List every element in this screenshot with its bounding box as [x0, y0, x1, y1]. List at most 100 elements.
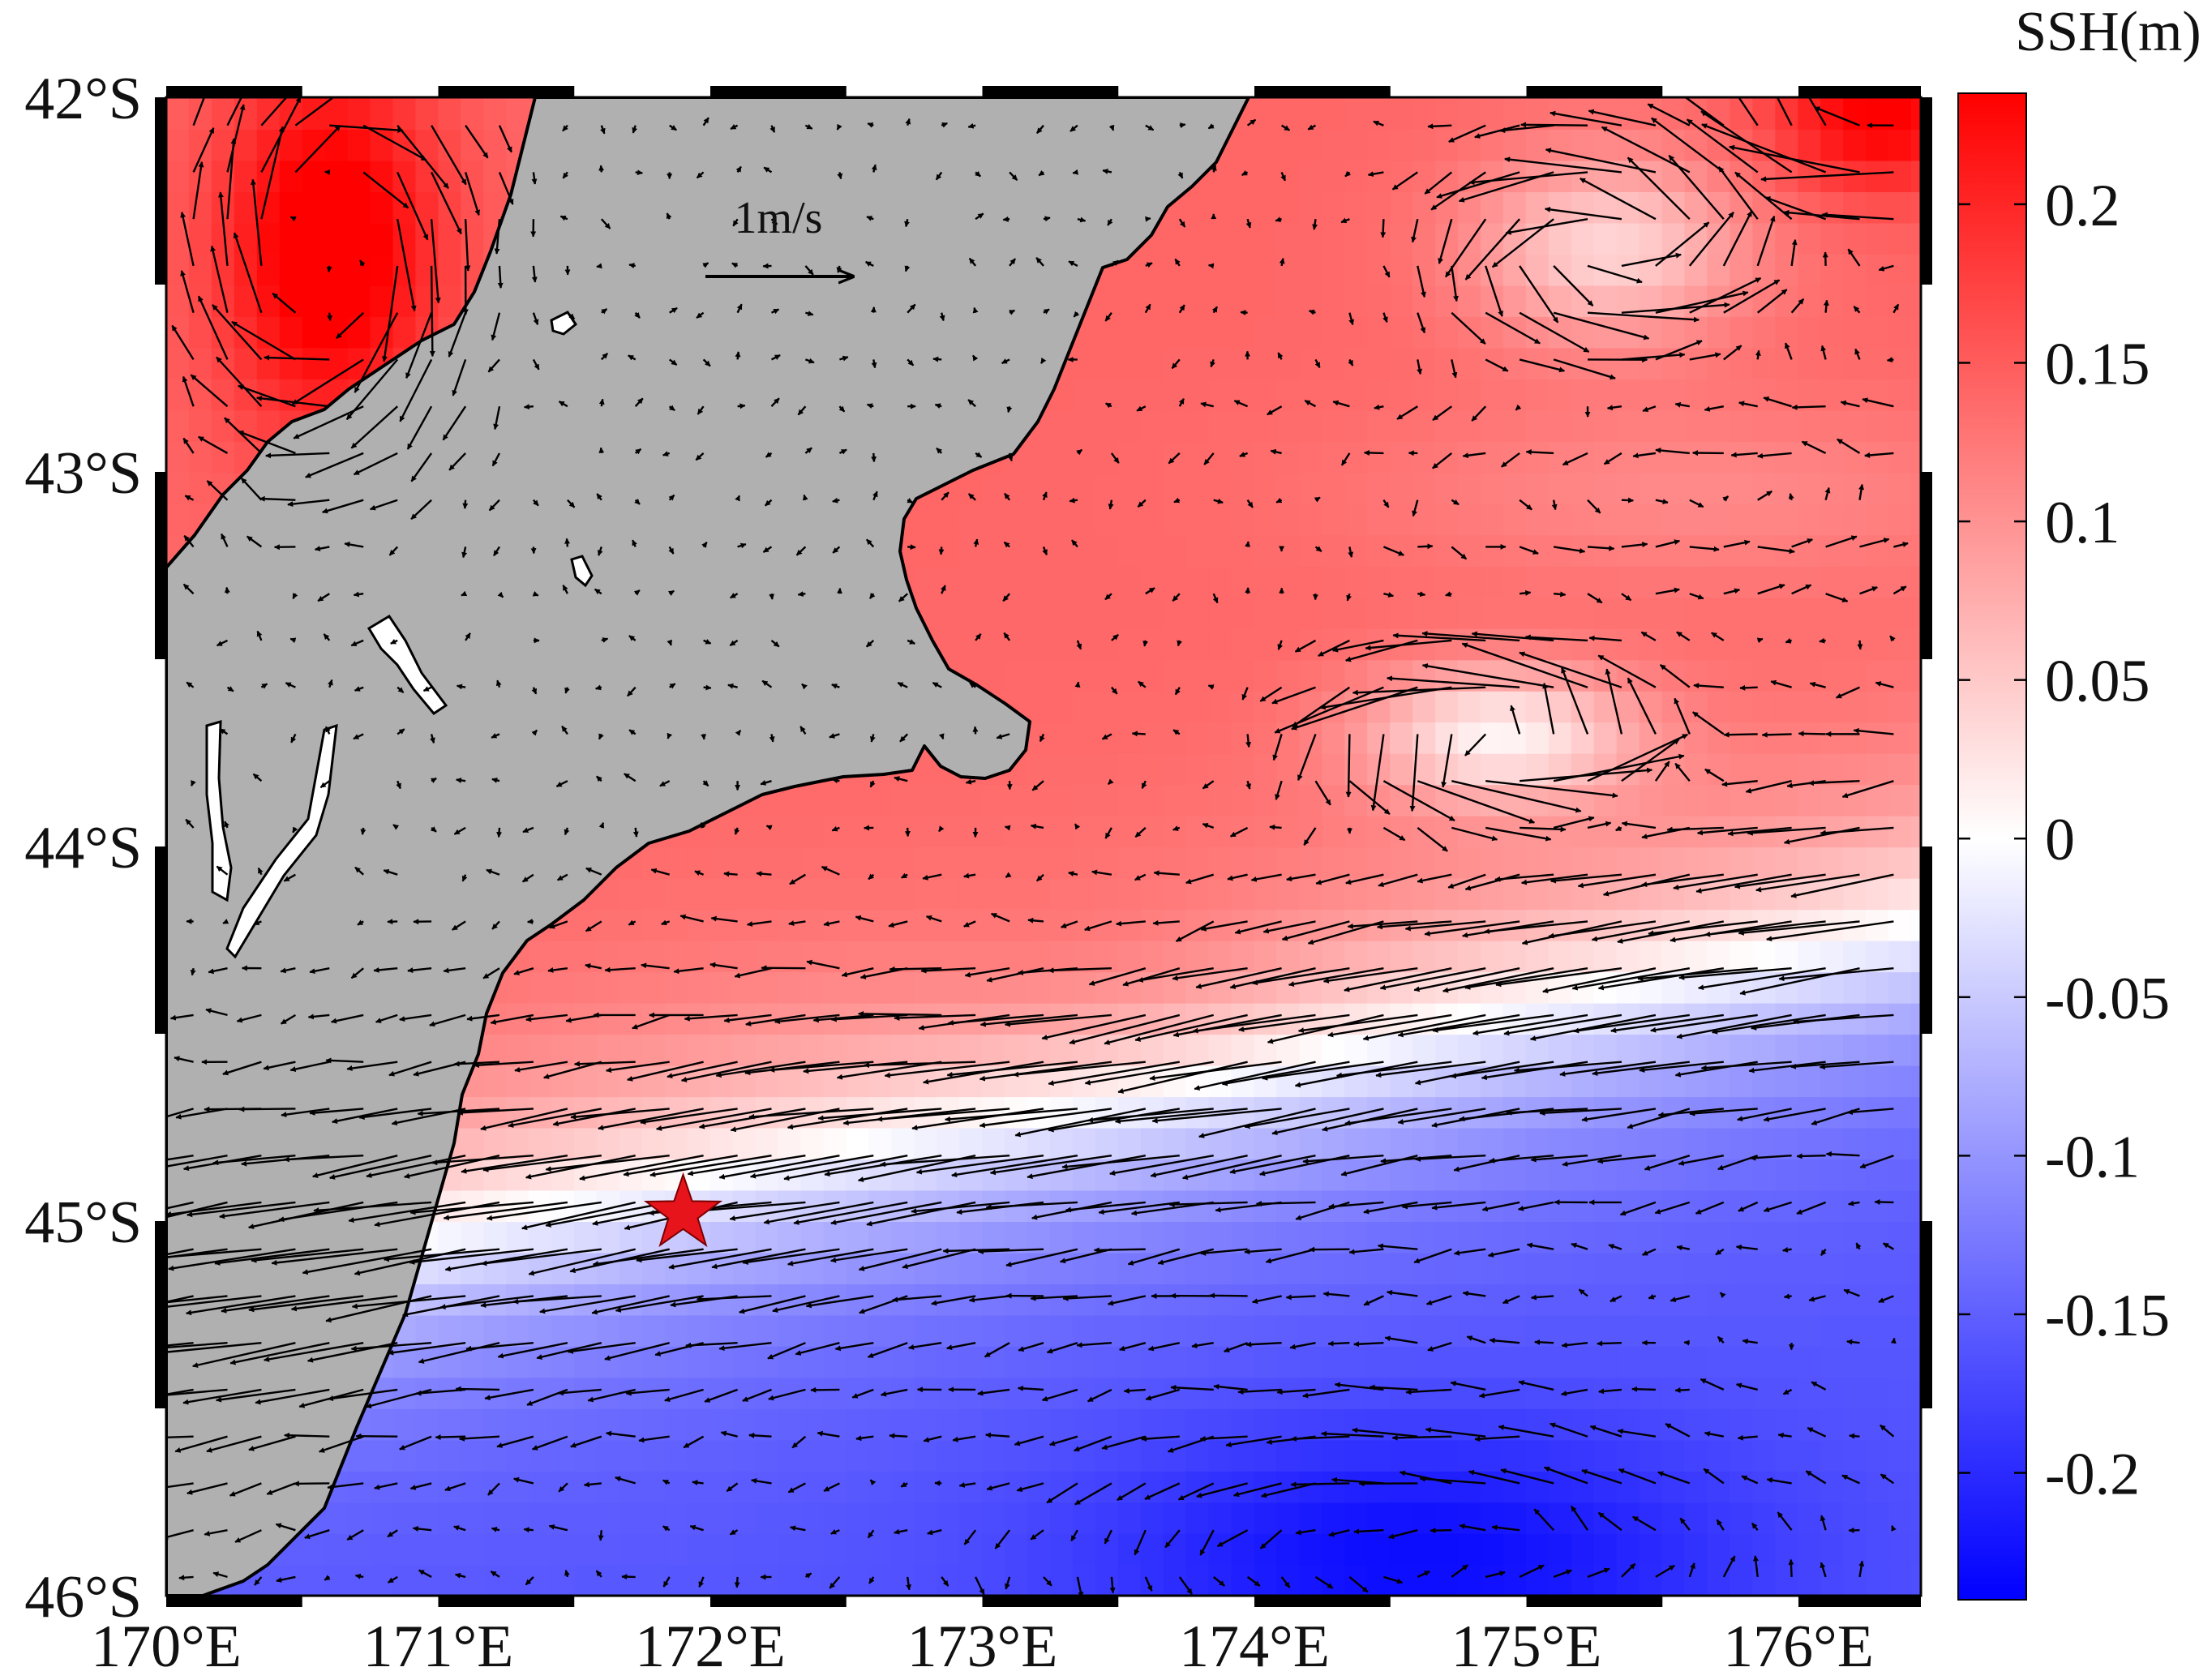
ssh-cell: [1140, 97, 1164, 99]
ssh-cell: [1593, 379, 1618, 411]
ssh-cell: [1458, 1221, 1481, 1254]
ssh-cell: [1208, 752, 1232, 786]
ssh-cell: [1117, 441, 1142, 474]
ssh-cell: [1502, 722, 1527, 754]
ssh-cell: [664, 909, 688, 941]
ssh-cell: [461, 1252, 484, 1284]
ssh-cell: [1684, 597, 1708, 629]
ssh-cell: [1820, 784, 1844, 816]
ssh-cell: [868, 784, 893, 816]
ssh-cell: [1185, 504, 1210, 536]
ssh-cell: [891, 1377, 915, 1409]
ssh-cell: [1707, 1346, 1731, 1378]
ssh-cell: [1458, 940, 1481, 973]
ssh-cell: [1571, 566, 1595, 598]
ssh-cell: [1458, 1284, 1481, 1316]
ssh-cell: [619, 1502, 643, 1534]
ssh-cell: [1276, 316, 1301, 349]
ssh-cell: [755, 815, 779, 848]
ssh-cell: [1095, 566, 1119, 598]
ssh-cell: [415, 1439, 439, 1472]
ssh-cell: [1322, 222, 1345, 255]
ssh-cell: [529, 1034, 552, 1066]
ssh-cell: [1911, 752, 1921, 786]
ssh-cell: [324, 1533, 349, 1566]
ssh-cell: [937, 1439, 960, 1472]
ssh-cell: [1367, 597, 1391, 629]
ssh-cell: [188, 347, 212, 379]
ssh-cell: [1798, 722, 1821, 754]
ssh-cell: [846, 909, 870, 941]
ssh-cell: [1231, 191, 1255, 224]
ssh-cell: [1117, 597, 1142, 629]
ssh-cell: [1117, 659, 1142, 692]
ssh-cell: [1005, 597, 1028, 629]
ssh-cell: [1435, 1314, 1459, 1347]
ssh-cell: [597, 1564, 620, 1596]
ssh-cell: [1390, 97, 1413, 99]
ssh-cell: [959, 1127, 983, 1159]
ssh-cell: [891, 1034, 915, 1066]
ssh-cell: [1502, 285, 1527, 317]
ssh-cell: [1548, 504, 1572, 536]
ssh-cell: [709, 1034, 734, 1066]
ssh-cell: [324, 129, 349, 161]
ssh-cell: [1027, 659, 1051, 692]
ssh-cell: [1820, 1314, 1844, 1347]
ssh-cell: [1412, 1252, 1436, 1284]
ssh-cell: [868, 1502, 893, 1534]
current-vector: [734, 1576, 740, 1588]
ssh-cell: [1458, 1314, 1481, 1347]
ssh-cell: [1798, 1408, 1821, 1441]
ssh-cell: [461, 1377, 484, 1409]
ssh-cell: [1888, 1127, 1912, 1159]
ssh-cell: [1616, 877, 1640, 911]
ssh-cell: [1095, 628, 1119, 661]
ssh-cell: [732, 1034, 757, 1066]
ssh-cell: [1593, 504, 1618, 536]
ssh-cell: [937, 504, 960, 536]
ssh-cell: [937, 971, 960, 1004]
ssh-cell: [370, 191, 394, 224]
ssh-cell: [982, 1221, 1005, 1254]
ssh-cell: [1095, 504, 1119, 536]
ssh-cell: [1390, 379, 1413, 411]
ssh-cell: [1730, 1502, 1754, 1534]
ssh-cell: [1481, 628, 1504, 661]
ssh-cell: [1412, 1439, 1436, 1472]
current-vector: [1004, 825, 1011, 831]
ssh-cell: [1344, 1502, 1368, 1534]
ssh-cell: [1820, 1096, 1844, 1129]
ssh-cell: [914, 1127, 937, 1159]
ssh-cell: [347, 97, 371, 99]
ssh-cell: [1707, 97, 1731, 99]
ssh-cell: [415, 191, 439, 224]
ssh-cell: [506, 1471, 529, 1503]
ssh-cell: [1775, 1002, 1798, 1035]
ssh-cell: [1231, 254, 1255, 286]
ssh-cell: [1866, 659, 1889, 692]
ssh-cell: [1798, 940, 1821, 973]
ssh-cell: [438, 1502, 462, 1534]
ssh-cell: [1163, 379, 1187, 411]
ssh-cell: [1798, 815, 1821, 848]
ssh-cell: [619, 909, 643, 941]
ssh-cell: [959, 1564, 983, 1596]
current-vector: [353, 591, 364, 598]
ssh-cell: [1866, 940, 1889, 973]
ssh-cell: [506, 1127, 529, 1159]
ssh-cell: [1843, 846, 1867, 879]
ssh-cell: [1322, 1564, 1345, 1596]
ssh-cell: [1117, 504, 1142, 536]
ssh-cell: [1322, 1034, 1345, 1066]
ssh-cell: [1911, 1034, 1921, 1066]
ssh-cell: [823, 1471, 847, 1503]
ssh-cell: [1661, 472, 1686, 504]
ssh-cell: [1866, 1221, 1889, 1254]
ssh-cell: [1481, 472, 1504, 504]
ssh-cell: [1276, 940, 1301, 973]
ssh-cell: [1050, 566, 1074, 598]
current-vector: [523, 1527, 534, 1533]
current-vector: [327, 312, 333, 322]
ssh-cell: [914, 97, 937, 99]
